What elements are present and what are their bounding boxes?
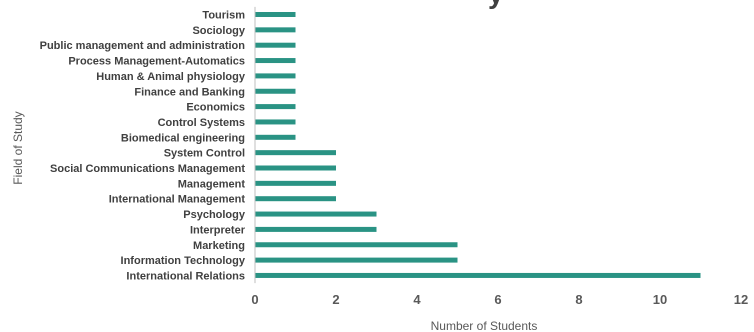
bar-10: [255, 165, 336, 171]
category-label-4: Human & Animal physiology: [96, 71, 246, 83]
bar-12: [255, 196, 336, 202]
bars-group: [255, 12, 701, 278]
bar-2: [255, 42, 296, 48]
bar-5: [255, 88, 296, 94]
bar-14: [255, 226, 377, 232]
bar-15: [255, 242, 458, 248]
category-label-10: Social Communications Management: [50, 163, 245, 175]
bar-13: [255, 211, 377, 217]
category-label-15: Marketing: [193, 240, 245, 252]
x-tick-label-6: 12: [734, 292, 748, 307]
bar-16: [255, 257, 458, 263]
category-label-6: Economics: [186, 102, 245, 114]
x-tick-label-0: 0: [251, 292, 258, 307]
category-label-9: System Control: [164, 148, 245, 160]
category-label-3: Process Management-Automatics: [68, 56, 245, 68]
category-label-8: Biomedical engineering: [121, 132, 245, 144]
chart-title-fragment: y: [488, 0, 504, 9]
category-label-1: Sociology: [192, 25, 245, 37]
x-tick-label-2: 4: [413, 292, 421, 307]
category-label-17: International Relations: [126, 270, 245, 282]
x-tick-label-4: 8: [575, 292, 582, 307]
bar-8: [255, 134, 296, 140]
category-label-0: Tourism: [202, 10, 245, 22]
category-label-7: Control Systems: [158, 117, 245, 129]
category-label-2: Public management and administration: [40, 40, 246, 52]
category-label-14: Interpreter: [190, 224, 246, 236]
bar-1: [255, 27, 296, 33]
bar-4: [255, 73, 296, 79]
y-axis-title: Field of Study: [11, 111, 25, 184]
x-tick-labels: 0 2 4 6 8 10 12: [251, 292, 748, 307]
x-tick-label-1: 2: [332, 292, 339, 307]
bar-7: [255, 119, 296, 125]
x-tick-label-5: 10: [653, 292, 667, 307]
x-axis-title: Number of Students: [431, 319, 538, 332]
x-tick-label-3: 6: [494, 292, 501, 307]
bar-3: [255, 58, 296, 64]
category-label-5: Finance and Banking: [134, 86, 245, 98]
bar-0: [255, 12, 296, 17]
bar-17: [255, 272, 701, 278]
category-label-16: Information Technology: [121, 255, 246, 267]
bar-9: [255, 150, 336, 156]
category-label-13: Psychology: [183, 209, 246, 221]
bar-11: [255, 180, 336, 186]
bar-6: [255, 104, 296, 110]
category-label-12: International Management: [109, 194, 246, 206]
category-label-11: Management: [178, 178, 246, 190]
category-labels: Tourism Sociology Public management and ad…: [40, 10, 246, 283]
